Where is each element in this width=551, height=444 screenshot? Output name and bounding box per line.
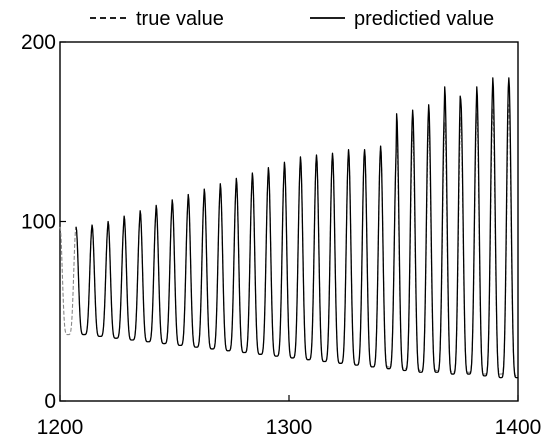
y-tick-label: 0	[44, 390, 56, 413]
series-layer	[59, 77, 519, 379]
y-axis: 0 100 200	[21, 31, 66, 413]
series-predicted-line	[75, 77, 519, 379]
x-axis: 1200 1300 1400	[37, 395, 542, 439]
legend-label: predictied value	[354, 8, 494, 30]
legend: true value predictied value	[90, 8, 494, 30]
y-tick-label: 200	[21, 31, 56, 54]
y-tick-label: 100	[21, 211, 56, 234]
legend-label: true value	[136, 8, 224, 30]
x-tick-label: 1200	[37, 416, 84, 439]
x-tick-label: 1300	[266, 416, 313, 439]
x-tick-label: 1400	[495, 416, 542, 439]
